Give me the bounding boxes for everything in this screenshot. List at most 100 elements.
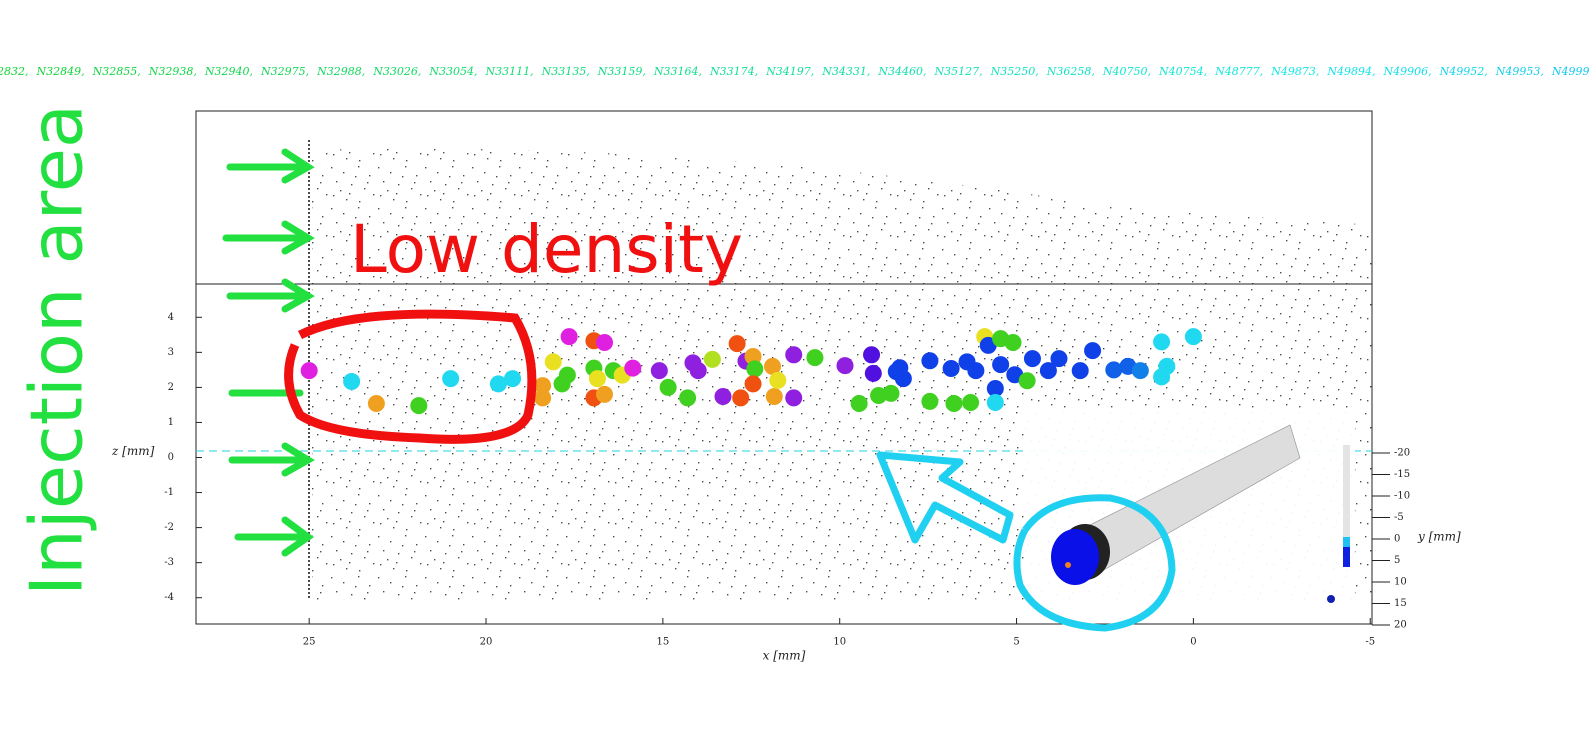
points xyxy=(300,328,1202,415)
point xyxy=(544,353,562,371)
node-label: N34197, xyxy=(766,65,815,78)
node-label: N34331, xyxy=(822,65,871,78)
node-label: N34460, xyxy=(878,65,927,78)
point xyxy=(659,378,677,396)
node-label: N33135, xyxy=(541,65,590,78)
node-label: N49873, xyxy=(1271,65,1320,78)
point xyxy=(882,384,900,402)
y-axis-label: z [mm] xyxy=(111,444,155,458)
point xyxy=(921,352,939,370)
point xyxy=(806,349,824,367)
point xyxy=(894,370,912,388)
point xyxy=(504,370,522,388)
point xyxy=(1071,362,1089,380)
y2-tick-label: -10 xyxy=(1394,491,1410,502)
point xyxy=(442,370,460,388)
point xyxy=(863,346,881,364)
node-label: N35127, xyxy=(934,65,983,78)
point xyxy=(300,362,318,380)
point xyxy=(650,362,668,380)
y-tick-label: -4 xyxy=(164,592,174,603)
point xyxy=(744,375,762,393)
y-tick-label: 1 xyxy=(168,417,174,428)
y-tick-label: 3 xyxy=(168,347,174,358)
node-label: N32855, xyxy=(92,65,141,78)
y-tick-label: 2 xyxy=(168,382,174,393)
point xyxy=(714,388,732,406)
point xyxy=(732,389,750,407)
point xyxy=(1018,372,1036,390)
inset-render xyxy=(1025,412,1355,612)
point xyxy=(992,356,1010,374)
pointer-arrow xyxy=(876,451,1014,544)
y-tick-label: -1 xyxy=(164,487,174,498)
point xyxy=(836,357,854,375)
low-density-outline xyxy=(284,309,537,444)
node-label: N49953, xyxy=(1495,65,1544,78)
point xyxy=(921,392,939,410)
annotations xyxy=(222,148,1176,632)
point xyxy=(1158,357,1176,375)
node-label: N32938, xyxy=(148,65,197,78)
point xyxy=(1039,362,1057,380)
injection-arrows xyxy=(222,148,315,557)
point xyxy=(1023,350,1041,368)
point xyxy=(679,389,697,407)
point xyxy=(560,328,578,346)
y2-tick-label: -20 xyxy=(1394,448,1410,459)
point xyxy=(746,360,764,378)
point xyxy=(1131,362,1149,380)
y-tick-label: 4 xyxy=(168,312,174,323)
node-label: N32849, xyxy=(36,65,85,78)
node-label: N32940, xyxy=(204,65,253,78)
y2-tick-label: 15 xyxy=(1394,598,1407,609)
point xyxy=(588,370,606,388)
low-density-label: Low density xyxy=(350,211,743,288)
y2-tick-label: -15 xyxy=(1394,469,1410,480)
node-label: N33054, xyxy=(429,65,478,78)
node-label: N40750, xyxy=(1102,65,1151,78)
x-tick-label: -5 xyxy=(1365,637,1375,648)
point xyxy=(1153,333,1171,351)
point xyxy=(553,375,571,393)
point xyxy=(785,346,803,364)
point xyxy=(967,362,985,380)
point xyxy=(962,393,980,411)
point xyxy=(945,395,963,413)
point xyxy=(343,372,361,390)
point xyxy=(367,395,385,413)
node-label: N40754, xyxy=(1159,65,1208,78)
point xyxy=(1084,342,1102,360)
y2-tick-label: 20 xyxy=(1394,620,1407,631)
point xyxy=(534,377,552,395)
node-label: N33111, xyxy=(485,65,534,78)
inset-highlight xyxy=(1013,494,1176,632)
point xyxy=(864,364,882,382)
node-label: N36258, xyxy=(1046,65,1095,78)
point xyxy=(728,335,746,353)
y-tick-label: -3 xyxy=(164,557,174,568)
node-label: N33159, xyxy=(597,65,646,78)
y-tick-label: 0 xyxy=(168,452,174,463)
injection-label: Injection area xyxy=(15,104,99,596)
y-tick-label: -2 xyxy=(164,522,174,533)
point xyxy=(850,395,868,413)
point xyxy=(624,359,642,377)
y2-tick-label: -5 xyxy=(1394,512,1404,523)
x-tick-label: 0 xyxy=(1190,637,1196,648)
point xyxy=(1184,328,1202,346)
point xyxy=(942,359,960,377)
node-label: N33174, xyxy=(710,65,759,78)
point xyxy=(703,350,721,368)
node-label: N32975, xyxy=(261,65,310,78)
point xyxy=(596,334,614,352)
node-label: N33164, xyxy=(653,65,702,78)
y2-axis-label: y [mm] xyxy=(1417,530,1461,544)
axes: 25 20 15 10 5 0 -5-4-3-2-101234-20-15-10-50510… xyxy=(111,312,1461,663)
y2-tick-label: 10 xyxy=(1394,577,1407,588)
node-label: 2832, xyxy=(0,65,29,78)
point xyxy=(1105,361,1123,379)
point xyxy=(785,389,803,407)
